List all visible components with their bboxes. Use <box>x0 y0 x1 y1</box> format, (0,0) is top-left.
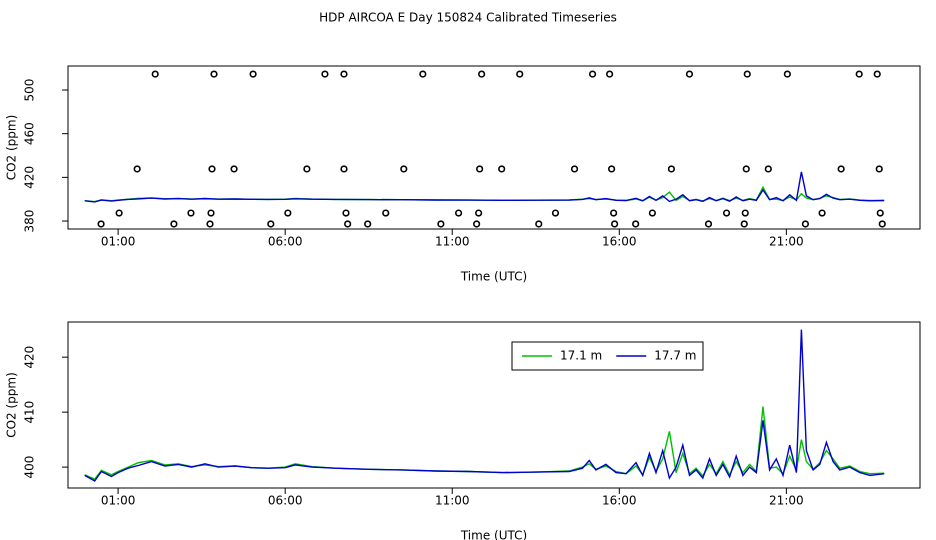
legend-label: 17.1 m <box>560 349 602 363</box>
flag-point <box>608 165 616 173</box>
flag-point <box>230 165 238 173</box>
flag-point <box>340 165 348 173</box>
flag-point <box>741 209 749 217</box>
flag-point <box>873 70 881 78</box>
series-line <box>84 171 885 203</box>
series-line <box>84 185 885 203</box>
flag-point <box>498 165 506 173</box>
flag-point <box>267 220 275 228</box>
flag-point <box>364 220 372 228</box>
flag-point <box>284 209 292 217</box>
y-tick-label: 380 <box>23 210 37 233</box>
flag-point <box>475 209 483 217</box>
x-tick-label: 16:00 <box>602 235 637 249</box>
y-tick-label: 400 <box>23 456 37 479</box>
y-tick-label: 410 <box>23 401 37 424</box>
series-line <box>84 329 885 482</box>
flag-point <box>667 165 676 173</box>
y-tick-label: 420 <box>23 166 37 189</box>
flag-point <box>742 165 750 173</box>
flag-point <box>837 165 845 173</box>
flag-point <box>419 70 427 78</box>
flag-point <box>704 220 713 228</box>
flag-point <box>210 70 218 78</box>
flag-point <box>740 220 748 228</box>
flag-point <box>648 209 656 217</box>
flag-point <box>207 209 215 217</box>
flag-point <box>382 209 390 217</box>
flag-point <box>878 220 886 228</box>
flag-point <box>588 70 597 78</box>
x-tick-label: 01:00 <box>101 235 136 249</box>
y-tick-label: 460 <box>23 122 37 145</box>
y-tick-label: 420 <box>23 346 37 369</box>
flag-point <box>170 220 178 228</box>
y-axis-label: CO2 (ppm) <box>5 115 19 181</box>
flag-point <box>454 209 463 217</box>
flag-point <box>478 70 486 78</box>
x-tick-label: 06:00 <box>268 235 303 249</box>
flag-point <box>437 220 445 228</box>
flag-point <box>187 209 195 217</box>
flag-point <box>321 70 329 78</box>
flag-point <box>340 70 348 78</box>
flag-point <box>344 220 352 228</box>
x-tick-label: 01:00 <box>101 494 136 508</box>
series-line <box>84 406 885 481</box>
flag-point <box>685 70 694 78</box>
flag-point <box>783 70 791 78</box>
flag-point <box>476 165 484 173</box>
x-axis-label: Time (UTC) <box>460 529 527 540</box>
flag-point <box>342 209 350 217</box>
flag-point <box>97 220 105 228</box>
flag-point <box>743 70 751 78</box>
flag-point <box>535 220 543 228</box>
x-tick-label: 11:00 <box>435 494 470 508</box>
flag-point <box>818 209 826 217</box>
flag-point <box>610 209 618 217</box>
x-tick-label: 21:00 <box>769 235 804 249</box>
y-tick-label: 500 <box>23 79 37 102</box>
legend-label: 17.7 m <box>654 349 696 363</box>
flag-point <box>855 70 863 78</box>
plot-frame <box>67 65 921 230</box>
y-axis-label: CO2 (ppm) <box>5 372 19 438</box>
flag-point <box>632 220 640 228</box>
flag-point <box>303 165 311 173</box>
flag-point <box>206 220 214 228</box>
flag-point <box>801 220 809 228</box>
flag-point <box>764 165 772 173</box>
x-tick-label: 11:00 <box>435 235 470 249</box>
flag-point <box>115 209 123 217</box>
x-tick-label: 06:00 <box>268 494 303 508</box>
flag-point <box>133 165 141 173</box>
flag-point <box>875 165 883 173</box>
x-tick-label: 21:00 <box>769 494 804 508</box>
flag-point <box>516 70 524 78</box>
x-tick-label: 16:00 <box>602 494 637 508</box>
flag-point <box>208 165 216 173</box>
page-title: HDP AIRCOA E Day 150824 Calibrated Times… <box>319 11 617 25</box>
flag-point <box>570 165 579 173</box>
flag-point <box>400 165 408 173</box>
flag-point <box>611 220 619 228</box>
flag-point <box>151 70 159 78</box>
flag-point <box>606 70 614 78</box>
flag-point <box>249 70 257 78</box>
flag-point <box>876 209 884 217</box>
x-axis-label: Time (UTC) <box>460 270 527 284</box>
flag-point <box>473 220 481 228</box>
plot-frame <box>67 321 921 489</box>
legend: 17.1 m 17.7 m <box>511 341 704 371</box>
flag-point <box>722 209 731 217</box>
flag-point <box>551 209 560 217</box>
